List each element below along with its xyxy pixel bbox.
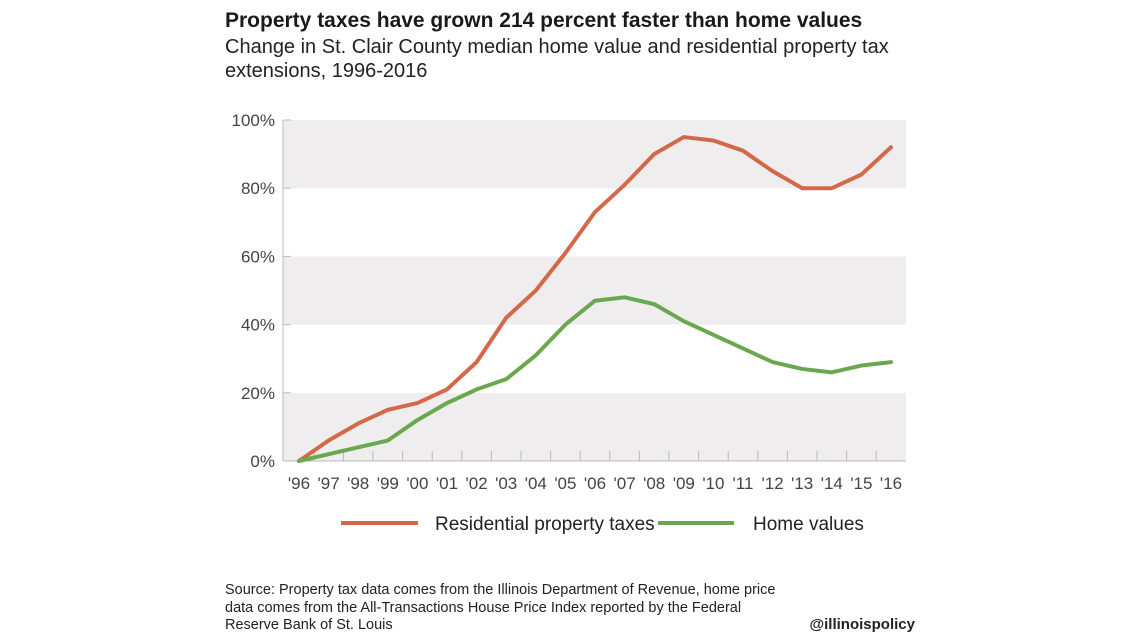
x-tick-label: '08 bbox=[643, 474, 665, 493]
y-tick-label: 100% bbox=[232, 111, 275, 130]
x-tick-label: '96 bbox=[288, 474, 310, 493]
x-tick-label: '98 bbox=[347, 474, 369, 493]
x-tick-label: '97 bbox=[318, 474, 340, 493]
social-handle: @illinoispolicy bbox=[809, 616, 915, 633]
x-tick-label: '04 bbox=[525, 474, 547, 493]
x-tick-label: '01 bbox=[436, 474, 458, 493]
legend-label: Residential property taxes bbox=[435, 514, 655, 535]
x-tick-label: '16 bbox=[880, 474, 902, 493]
x-tick-label: '99 bbox=[377, 474, 399, 493]
y-tick-label: 40% bbox=[241, 316, 275, 335]
chart-subtitle: Change in St. Clair County median home v… bbox=[225, 36, 889, 82]
x-tick-label: '14 bbox=[821, 474, 843, 493]
y-tick-label: 60% bbox=[241, 247, 275, 266]
x-tick-label: '06 bbox=[584, 474, 606, 493]
source-note: Source: Property tax data comes from the… bbox=[225, 582, 776, 633]
x-tick-label: '05 bbox=[554, 474, 576, 493]
x-tick-label: '11 bbox=[733, 474, 754, 493]
x-tick-label: '12 bbox=[762, 474, 784, 493]
chart-title: Property taxes have grown 214 percent fa… bbox=[225, 9, 863, 32]
y-tick-label: 0% bbox=[250, 452, 275, 471]
grid-band bbox=[283, 120, 906, 189]
legend-label: Home values bbox=[753, 514, 864, 535]
x-tick-label: '07 bbox=[614, 474, 636, 493]
grid-band bbox=[283, 256, 906, 325]
x-tick-label: '13 bbox=[791, 474, 813, 493]
x-tick-label: '02 bbox=[466, 474, 488, 493]
x-tick-label: '15 bbox=[850, 474, 872, 493]
x-tick-label: '10 bbox=[702, 474, 724, 493]
y-tick-label: 80% bbox=[241, 179, 275, 198]
grid-band bbox=[283, 392, 906, 461]
x-tick-label: '09 bbox=[673, 474, 695, 493]
x-tick-label: '00 bbox=[406, 474, 428, 493]
x-tick-label: '03 bbox=[495, 474, 517, 493]
y-tick-label: 20% bbox=[241, 384, 275, 403]
